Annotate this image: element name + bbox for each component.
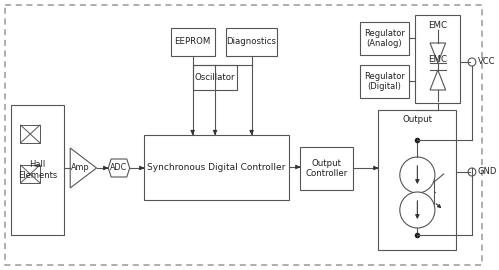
Text: Regulator
(Digital): Regulator (Digital) <box>364 72 405 91</box>
Bar <box>300 147 353 190</box>
Text: GND: GND <box>478 167 497 177</box>
Text: Amp: Amp <box>71 164 89 173</box>
Bar <box>171 28 215 56</box>
Bar <box>193 65 237 90</box>
Circle shape <box>468 168 476 176</box>
Text: EMC: EMC <box>428 55 447 63</box>
Text: Regulator
(Analog): Regulator (Analog) <box>364 29 405 48</box>
Text: Diagnostics: Diagnostics <box>227 38 276 46</box>
Circle shape <box>400 192 435 228</box>
Bar <box>360 22 409 55</box>
Text: ADC: ADC <box>110 164 128 173</box>
Bar <box>360 65 409 98</box>
Bar <box>226 28 277 56</box>
Circle shape <box>400 157 435 193</box>
Circle shape <box>468 58 476 66</box>
Bar <box>378 110 457 250</box>
Text: Output
Controller: Output Controller <box>305 159 348 178</box>
Bar <box>20 165 40 183</box>
Text: VCC: VCC <box>478 58 496 66</box>
Polygon shape <box>70 148 96 188</box>
Text: Oscillator: Oscillator <box>195 73 235 82</box>
Text: Output: Output <box>402 116 432 124</box>
Bar <box>415 15 460 103</box>
Text: EMC: EMC <box>428 21 447 29</box>
Text: Synchronous Digital Controller: Synchronous Digital Controller <box>147 163 285 172</box>
Text: Hall
Elements: Hall Elements <box>18 160 57 180</box>
Bar <box>10 105 64 235</box>
Bar <box>20 125 40 143</box>
Bar <box>144 135 288 200</box>
Text: EEPROM: EEPROM <box>175 38 211 46</box>
Polygon shape <box>108 159 130 177</box>
